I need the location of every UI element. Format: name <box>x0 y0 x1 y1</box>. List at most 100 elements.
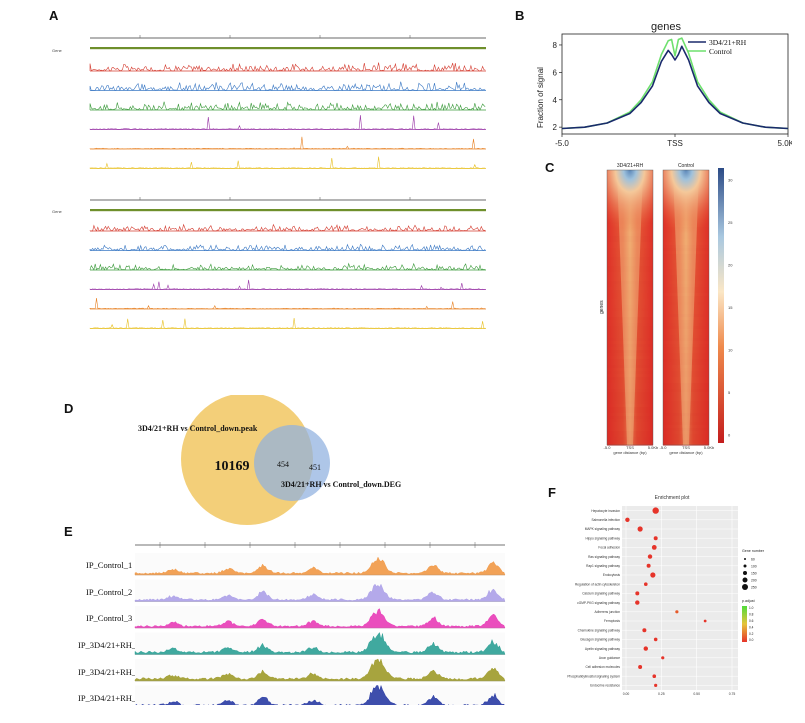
panel-c-ylabel: genes <box>599 300 605 314</box>
heatmap-row <box>663 365 709 368</box>
heatmap-row <box>663 332 709 335</box>
heatmap-row <box>607 344 653 347</box>
heatmap-row <box>607 434 653 437</box>
track-label-control-3: IP_Control_3 <box>86 613 133 623</box>
category-label: Phosphatidylinositol signaling system <box>567 674 620 678</box>
heatmap-row <box>607 293 653 296</box>
heatmap-row <box>663 239 709 242</box>
venn-only-peak-count: 10169 <box>215 459 250 474</box>
heatmap-row <box>607 263 653 266</box>
heatmap-row <box>663 272 709 275</box>
coverage-track <box>134 632 506 655</box>
heatmap-row <box>607 299 653 302</box>
panel-e-track-names: IP_Control_1 IP_Control_2 IP_Control_3 I… <box>78 560 140 703</box>
enrichment-dot <box>643 582 648 586</box>
enrichment-dot <box>661 656 665 660</box>
heatmap-row <box>607 239 653 242</box>
heatmap-row <box>663 263 709 266</box>
gene-track-bar <box>90 47 486 50</box>
category-label: Ras signaling pathway <box>588 555 620 559</box>
panel-f-title: Enrichment plot <box>655 495 690 501</box>
heatmap-row <box>607 395 653 398</box>
heatmap-row <box>607 413 653 416</box>
venn-overlap-count: 454 <box>277 460 289 469</box>
heatmap-row <box>607 338 653 341</box>
heatmap-row <box>663 425 709 428</box>
size-legend-dot <box>743 571 747 575</box>
heatmap-row <box>663 395 709 398</box>
heatmap-row <box>663 299 709 302</box>
plot-panel <box>622 506 738 690</box>
heatmap-row <box>663 374 709 377</box>
series-line <box>561 37 789 130</box>
enrichment-dot <box>638 665 643 669</box>
size-legend-label: 100 <box>751 564 757 568</box>
gene-track-bar <box>90 209 486 212</box>
heatmap-row <box>607 443 653 446</box>
track-label-rh-1: IP_3D4/21+RH_1 <box>78 640 141 650</box>
heatmap-row <box>663 383 709 386</box>
heatmap-top-signal <box>607 170 653 240</box>
heatmap-row <box>607 242 653 245</box>
colorbar-tick-label: 15 <box>728 305 733 310</box>
y-tick-label: 6 <box>553 68 558 77</box>
heatmap-row <box>663 335 709 338</box>
heatmap-row <box>663 407 709 410</box>
heatmap-row <box>663 404 709 407</box>
category-label: MAPK signaling pathway <box>585 527 621 531</box>
heatmap-row <box>663 419 709 422</box>
signal-track <box>89 156 486 169</box>
heatmap-row <box>663 431 709 434</box>
heatmap-x-tick: TSS <box>626 445 634 450</box>
heatmap-row <box>607 368 653 371</box>
size-legend-label: 200 <box>751 578 757 582</box>
enrichment-dot <box>647 554 653 559</box>
enrichment-dot <box>646 563 651 568</box>
track-label-rh-2: IP_3D4/21+RH_2 <box>78 667 141 677</box>
category-label: Hippo signaling pathway <box>585 536 620 540</box>
heatmap-row <box>607 374 653 377</box>
heatmap-row <box>663 344 709 347</box>
heatmap-row <box>663 386 709 389</box>
size-legend-dot <box>742 584 748 590</box>
heatmap-row <box>663 329 709 332</box>
track-label-control-1: IP_Control_1 <box>86 560 133 570</box>
size-legend-label: 60 <box>751 557 755 561</box>
color-legend-label: 1.0 <box>749 606 754 610</box>
heatmap-row <box>663 257 709 260</box>
enrichment-dot <box>653 637 658 642</box>
category-label: Chemokine signaling pathway <box>578 628 621 632</box>
heatmap-row <box>607 275 653 278</box>
heatmap-row <box>663 266 709 269</box>
heatmap-row <box>607 404 653 407</box>
colorbar-tick-label: 0 <box>728 433 731 438</box>
legend-label: Control <box>709 47 732 56</box>
category-label: Ferroptosis <box>604 619 620 623</box>
heatmap-row <box>663 368 709 371</box>
heatmap-row <box>663 347 709 350</box>
size-legend-label: 150 <box>751 571 757 575</box>
heatmap-row <box>607 248 653 251</box>
enrichment-dot <box>651 545 657 550</box>
color-legend-label: 0.2 <box>749 632 754 636</box>
heatmap-row <box>663 359 709 362</box>
panel-e-label: E <box>64 524 73 539</box>
heatmap-row <box>663 320 709 323</box>
heatmap-row <box>607 425 653 428</box>
heatmap-row <box>607 317 653 320</box>
heatmap-row <box>607 359 653 362</box>
enrichment-dot <box>635 591 640 596</box>
heatmap-row <box>663 422 709 425</box>
heatmap-row <box>663 416 709 419</box>
panel-c-label: C <box>545 160 555 175</box>
heatmap-row <box>663 440 709 443</box>
heatmap-row <box>663 338 709 341</box>
heatmap-row <box>607 353 653 356</box>
heatmap-row <box>607 320 653 323</box>
heatmap-row <box>607 389 653 392</box>
y-tick-label: 8 <box>553 41 558 50</box>
coverage-track <box>134 608 506 629</box>
category-label: Salmonella infection <box>591 518 620 522</box>
panel-c-col1-title: 3D4/21+RH <box>617 163 644 169</box>
signal-track <box>89 243 486 252</box>
